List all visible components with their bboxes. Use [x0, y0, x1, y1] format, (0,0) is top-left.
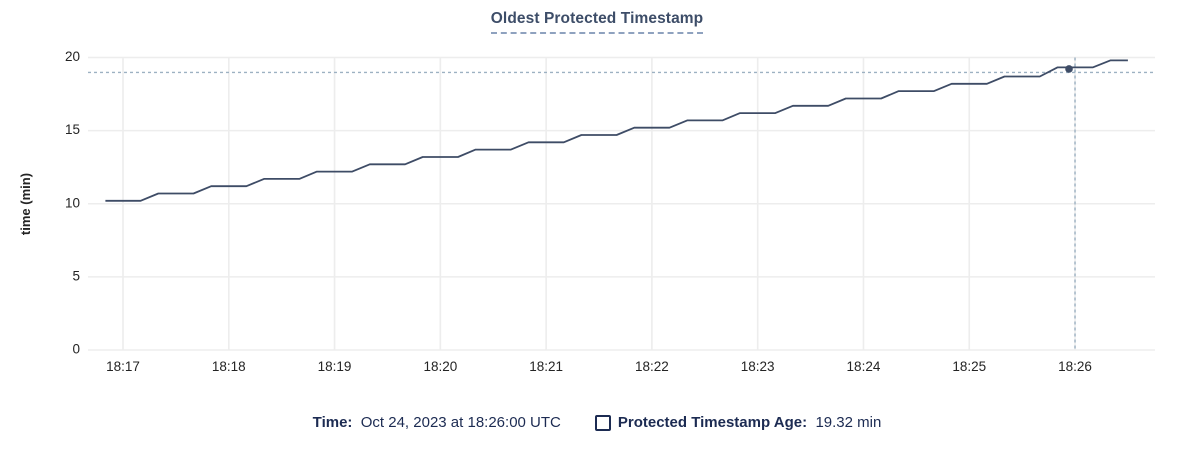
time-value: Oct 24, 2023 at 18:26:00 UTC: [360, 414, 561, 431]
time-label: Time:: [312, 414, 353, 431]
x-tick-label: 18:18: [212, 359, 246, 374]
y-tick-label: 10: [65, 195, 80, 210]
x-tick-label: 18:24: [847, 359, 881, 374]
x-tick-label: 18:22: [635, 359, 669, 374]
series-line: [105, 59, 1128, 202]
spacer: [807, 414, 815, 431]
y-tick-label: 5: [72, 268, 80, 283]
y-axis-title: time (min): [18, 173, 33, 235]
x-tick-label: 18:23: [741, 359, 775, 374]
x-tick-label: 18:17: [106, 359, 140, 374]
x-tick-label: 18:21: [529, 359, 563, 374]
x-tick-label: 18:26: [1058, 359, 1092, 374]
series-legend-swatch-icon: [594, 414, 611, 431]
x-tick-label: 18:25: [952, 359, 986, 374]
hover-point-dot: [1065, 65, 1073, 73]
y-tick-label: 15: [65, 122, 80, 137]
chart-title-row: Oldest Protected Timestamp: [0, 10, 1194, 34]
y-tick-label: 20: [65, 49, 80, 64]
series-label: Protected Timestamp Age:: [617, 414, 808, 431]
hover-tooltip: Time: Oct 24, 2023 at 18:26:00 UTC Prote…: [0, 414, 1194, 431]
chart-title: Oldest Protected Timestamp: [490, 10, 704, 34]
x-tick-label: 18:20: [423, 359, 457, 374]
spacer: [352, 414, 360, 431]
series-value: 19.32 min: [815, 414, 882, 431]
x-tick-label: 18:19: [318, 359, 352, 374]
y-tick-label: 0: [72, 342, 80, 357]
